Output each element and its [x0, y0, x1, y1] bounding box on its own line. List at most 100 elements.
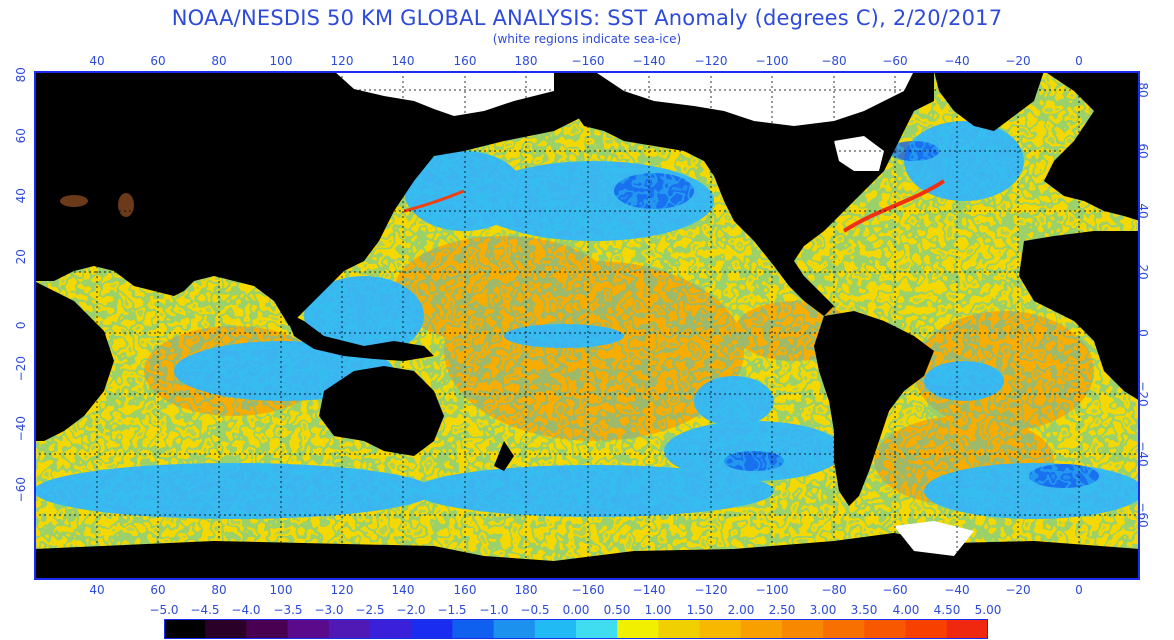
legend-swatch: [534, 619, 577, 639]
lon-label: 120: [330, 583, 354, 597]
lon-label: 100: [269, 54, 293, 68]
map-title: NOAA/NESDIS 50 KM GLOBAL ANALYSIS: SST A…: [171, 6, 1003, 30]
legend-label: 2.00: [727, 603, 755, 617]
legend-label: 3.50: [850, 603, 878, 617]
legend-label: −5.0: [149, 603, 179, 617]
lon-label: −140: [632, 583, 666, 597]
lon-label: −160: [571, 583, 605, 597]
legend-label: −1.5: [437, 603, 467, 617]
land-africa-east: [34, 281, 114, 441]
lon-label: 120: [330, 54, 354, 68]
legend-label: −4.5: [190, 603, 220, 617]
sea-ice-arctic: [334, 71, 554, 116]
lat-label: −40: [14, 416, 28, 442]
legend-label: −4.0: [231, 603, 261, 617]
lon-label: 0: [1075, 54, 1083, 68]
lon-label: 180: [514, 583, 538, 597]
legend-swatch: [823, 619, 865, 639]
legend-label: 1.50: [686, 603, 714, 617]
legend-label: 5.00: [974, 603, 1002, 617]
lon-label: 80: [211, 583, 227, 597]
lon-label: −120: [694, 583, 728, 597]
legend-swatch: [287, 619, 330, 639]
lon-label: 40: [89, 583, 105, 597]
legend-label: −2.0: [396, 603, 426, 617]
lon-label: 80: [211, 54, 227, 68]
land-australia: [319, 366, 444, 456]
lon-label: −140: [632, 54, 666, 68]
kuroshio-anomaly: [403, 189, 465, 213]
land-eurasia-africa: [34, 71, 594, 326]
sea-ice-labrador: [834, 136, 884, 171]
legend-label: −0.5: [520, 603, 550, 617]
sst-anomaly-map: [34, 71, 1144, 580]
legend-swatch: [864, 619, 907, 639]
lon-label: −20: [1005, 583, 1031, 597]
legend-label: 3.00: [809, 603, 837, 617]
legend-swatch: [452, 619, 495, 639]
lon-label: −60: [882, 583, 908, 597]
legend-swatch: [782, 619, 824, 639]
legend-swatch: [246, 619, 289, 639]
map-subtitle: (white regions indicate sea-ice): [492, 32, 682, 46]
lon-label: −120: [694, 54, 728, 68]
legend-swatch: [617, 619, 659, 639]
lon-label: 60: [150, 583, 166, 597]
lon-label: −60: [882, 54, 908, 68]
legend-label: 1.00: [644, 603, 672, 617]
land-south-america: [814, 311, 934, 506]
legend-label: −3.0: [314, 603, 344, 617]
lon-label: 160: [453, 583, 477, 597]
color-scale-bar: [164, 619, 988, 639]
legend-swatch: [740, 619, 783, 639]
lon-label: 180: [514, 54, 538, 68]
legend-label: 0.50: [603, 603, 631, 617]
legend-label: 0.00: [562, 603, 590, 617]
land-maritime-continent: [284, 311, 434, 361]
lat-label: 0: [14, 321, 28, 330]
lon-label: −40: [944, 583, 970, 597]
lat-label: 40: [14, 188, 28, 204]
lat-label: 20: [14, 249, 28, 265]
lat-label: 60: [14, 128, 28, 144]
map-canvas: [34, 71, 1144, 580]
legend-swatch: [699, 619, 742, 639]
lon-label: −40: [944, 54, 970, 68]
land-new-zealand: [494, 441, 514, 471]
legend-swatch: [205, 619, 247, 639]
legend-label: 2.50: [768, 603, 796, 617]
legend-label: −1.0: [479, 603, 509, 617]
lon-label: 160: [453, 54, 477, 68]
legend-swatch: [328, 619, 371, 639]
legend-swatch: [411, 619, 453, 639]
land-antarctica: [34, 533, 1140, 580]
legend-label: 4.50: [933, 603, 961, 617]
lon-label: 60: [150, 54, 166, 68]
lon-label: 140: [391, 54, 415, 68]
legend-swatch: [370, 619, 412, 639]
legend-swatch: [905, 619, 948, 639]
legend-swatch: [164, 619, 206, 639]
lon-label: −80: [821, 583, 847, 597]
legend-swatch: [576, 619, 618, 639]
legend-label: 4.00: [892, 603, 920, 617]
gulf-stream-anomaly: [842, 179, 946, 233]
lat-label: −20: [14, 356, 28, 382]
legend-label: −3.5: [273, 603, 303, 617]
land-europe: [1044, 71, 1140, 221]
lon-label: 40: [89, 54, 105, 68]
graticule: [34, 71, 1140, 580]
legend-swatch: [493, 619, 536, 639]
lon-label: 140: [391, 583, 415, 597]
lat-label: −60: [14, 477, 28, 503]
lon-label: 0: [1075, 583, 1083, 597]
lat-label: 80: [14, 67, 28, 83]
lon-label: −100: [755, 54, 789, 68]
land-greenland: [934, 71, 1044, 131]
lon-label: −80: [821, 54, 847, 68]
legend-label: −2.5: [355, 603, 385, 617]
map-frame: [34, 71, 1140, 580]
lon-label: −160: [571, 54, 605, 68]
lon-label: 100: [269, 583, 293, 597]
sea-ice-antarctic: [894, 521, 974, 556]
